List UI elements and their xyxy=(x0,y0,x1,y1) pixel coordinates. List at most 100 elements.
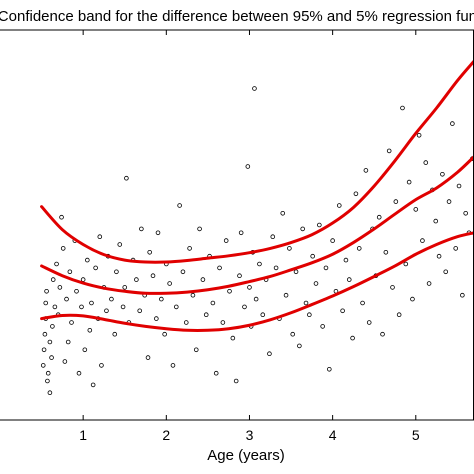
scatter-point-70 xyxy=(193,347,199,353)
scatter-point-13 xyxy=(52,304,58,310)
scatter-point-145 xyxy=(433,218,439,224)
scatter-point-119 xyxy=(346,277,352,282)
scatter-point-4 xyxy=(43,300,49,306)
scatter-point-91 xyxy=(253,296,259,302)
lower-band-line xyxy=(40,231,474,332)
scatter-point-59 xyxy=(159,296,164,302)
scatter-point-111 xyxy=(320,324,325,329)
scatter-point-122 xyxy=(356,246,362,251)
scatter-point-85 xyxy=(242,304,247,310)
scatter-point-100 xyxy=(283,292,289,298)
scatter-point-129 xyxy=(380,331,385,337)
scatter-point-73 xyxy=(203,312,209,318)
scatter-point-68 xyxy=(187,246,192,251)
scatter-point-109 xyxy=(313,281,319,286)
scatter-point-20 xyxy=(64,296,69,302)
scatter-point-112 xyxy=(323,265,329,271)
scatter-point-66 xyxy=(180,269,186,275)
upper-band-line xyxy=(40,59,474,264)
scatter-point-58 xyxy=(155,230,161,236)
scatter-point-12 xyxy=(50,277,56,282)
scatter-point-147 xyxy=(440,172,445,177)
scatter-point-28 xyxy=(80,277,86,282)
scatter-point-60 xyxy=(162,331,167,337)
scatter-point-81 xyxy=(230,335,236,341)
scatter-point-153 xyxy=(460,292,465,298)
scatter-point-54 xyxy=(145,355,151,360)
scatter-point-5 xyxy=(44,288,49,294)
scatter-point-146 xyxy=(436,253,442,259)
scatter-point-6 xyxy=(45,378,50,384)
scatter-point-67 xyxy=(183,320,189,325)
scatter-point-135 xyxy=(400,105,405,111)
scatter-point-22 xyxy=(67,269,73,275)
scatter-point-103 xyxy=(293,269,299,275)
scatter-point-96 xyxy=(270,234,276,240)
scatter-points xyxy=(40,86,474,396)
center-estimate-line xyxy=(40,155,474,295)
scatter-point-138 xyxy=(410,296,415,302)
scatter-point-133 xyxy=(393,199,399,204)
scatter-point-63 xyxy=(170,363,176,368)
scatter-point-132 xyxy=(390,285,395,290)
x-tick-label-1: 1 xyxy=(79,427,87,443)
scatter-point-120 xyxy=(350,335,355,341)
scatter-point-2 xyxy=(42,331,48,337)
scatter-point-17 xyxy=(59,214,64,220)
scatter-point-149 xyxy=(446,199,452,204)
scatter-point-152 xyxy=(456,183,462,189)
scatter-point-154 xyxy=(463,211,468,216)
scatter-point-23 xyxy=(69,320,74,325)
scatter-point-9 xyxy=(47,339,53,345)
scatter-point-137 xyxy=(406,179,412,185)
scatter-point-10 xyxy=(49,355,54,360)
scatter-point-44 xyxy=(117,242,123,247)
scatter-point-114 xyxy=(330,238,335,243)
scatter-point-36 xyxy=(97,234,103,240)
scatter-point-130 xyxy=(383,250,389,255)
scatter-point-47 xyxy=(124,175,129,181)
scatter-point-90 xyxy=(252,86,257,91)
plot-area xyxy=(40,59,474,396)
scatter-point-39 xyxy=(104,308,109,314)
scatter-point-108 xyxy=(310,253,315,259)
scatter-point-93 xyxy=(260,312,266,318)
confidence-band-lines xyxy=(40,59,474,332)
scatter-point-101 xyxy=(287,246,292,251)
scatter-point-76 xyxy=(213,370,219,376)
scatter-point-125 xyxy=(366,320,372,325)
scatter-point-69 xyxy=(190,292,196,298)
scatter-point-56 xyxy=(150,273,156,279)
scatter-point-43 xyxy=(114,269,119,275)
scatter-point-116 xyxy=(336,203,342,208)
scatter-point-78 xyxy=(220,320,226,325)
scatter-point-57 xyxy=(154,316,159,321)
x-tick-label-4: 4 xyxy=(329,427,337,443)
scatter-point-27 xyxy=(79,304,84,310)
scatter-point-134 xyxy=(396,312,402,318)
scatter-point-1 xyxy=(41,347,47,353)
scatter-point-139 xyxy=(413,207,419,212)
scatter-point-84 xyxy=(238,230,244,236)
scatter-point-37 xyxy=(99,363,104,368)
scatter-point-75 xyxy=(210,300,216,306)
scatter-point-14 xyxy=(54,261,59,267)
scatter-point-121 xyxy=(353,191,359,197)
chart-title: Confidence band for the difference betwe… xyxy=(0,8,474,25)
scatter-point-151 xyxy=(453,246,459,251)
scatter-point-141 xyxy=(420,238,425,243)
scatter-point-113 xyxy=(327,366,332,372)
scatter-point-104 xyxy=(297,343,302,349)
scatter-point-140 xyxy=(416,133,422,138)
scatter-point-21 xyxy=(65,339,71,345)
scatter-point-16 xyxy=(57,285,63,290)
scatter-point-18 xyxy=(60,246,66,251)
scatter-point-106 xyxy=(303,300,309,306)
scatter-point-99 xyxy=(280,211,286,216)
scatter-point-31 xyxy=(87,327,93,333)
scatter-point-34 xyxy=(93,265,98,271)
scatter-point-143 xyxy=(426,281,432,286)
x-tick-label-5: 5 xyxy=(412,427,420,443)
scatter-point-50 xyxy=(134,277,139,282)
scatter-point-8 xyxy=(47,390,53,396)
